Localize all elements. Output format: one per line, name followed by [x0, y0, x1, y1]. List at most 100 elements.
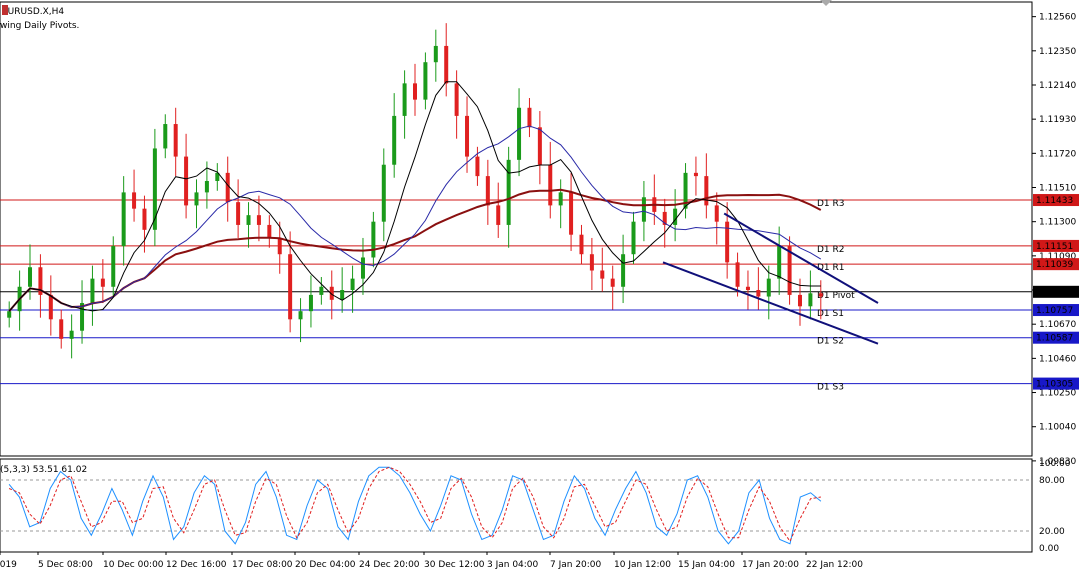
candle-body: [132, 192, 137, 209]
time-tick-label: 3 Jan 04:00: [487, 560, 539, 570]
pivot-level-label: D1 S1: [817, 309, 844, 319]
candle-body: [90, 278, 95, 304]
pivot-level-label: D1 R2: [817, 245, 845, 255]
candle-body: [745, 286, 750, 291]
time-tick-label: 17 Jan 20:00: [742, 560, 799, 570]
candle-body: [558, 192, 563, 206]
candle-body: [465, 115, 470, 157]
time-tick-label: 5 Dec 08:00: [38, 560, 93, 570]
candle-body: [621, 254, 626, 287]
candle-body: [59, 319, 64, 339]
time-tick-label: 17 Dec 08:00: [232, 560, 293, 570]
price-tick-label: 1.10040: [1039, 423, 1076, 433]
main-frame: [0, 1, 1033, 457]
candle-body: [142, 208, 147, 230]
stochastic-label: (5,3,3) 53.51 61.02: [0, 465, 87, 475]
candle-body: [506, 159, 511, 225]
candle-body: [184, 156, 189, 206]
candle-body: [714, 205, 719, 222]
candle-body: [579, 234, 584, 255]
time-tick-label: 10 Jan 12:00: [614, 560, 671, 570]
candle-body: [121, 192, 126, 247]
time-tick-label: 10 Dec 00:00: [103, 560, 164, 570]
candle-body: [444, 45, 449, 84]
candle-body: [152, 148, 157, 230]
candle-body: [80, 303, 85, 331]
time-tick-label: 12 Dec 16:00: [166, 560, 227, 570]
pivot-level-label: D1 R1: [817, 263, 845, 273]
stoch-tick-label: 0.00: [1039, 544, 1059, 554]
candle-body: [589, 254, 594, 271]
ma-fast-line: [8, 81, 821, 312]
candle-body: [735, 262, 740, 287]
time-tick-label: 22 Jan 12:00: [806, 560, 863, 570]
candle-body: [392, 115, 397, 165]
price-tick-label: 1.11510: [1039, 184, 1076, 194]
price-tick-label: 1.12560: [1039, 13, 1076, 23]
stochastic-panel[interactable]: [0, 458, 1033, 553]
candle-body: [298, 311, 303, 320]
candle-body: [787, 246, 792, 295]
candle-body: [267, 224, 272, 238]
price-badge: [1033, 194, 1079, 207]
candle-body: [485, 176, 490, 206]
candle-body: [215, 172, 220, 181]
candle-body: [673, 208, 678, 225]
candle-body: [194, 192, 199, 206]
candle-body: [631, 221, 636, 255]
price-badge-label: 1.10587: [1036, 334, 1073, 344]
price-tick-label: 1.10670: [1039, 320, 1076, 330]
candle-body: [236, 202, 241, 225]
candle-body: [725, 221, 730, 263]
ma-slow-line: [8, 188, 822, 312]
stoch-frame: [0, 458, 1033, 553]
chart-shift-icon[interactable]: [820, 0, 832, 6]
trendline: [662, 261, 879, 345]
candle-body: [423, 62, 428, 100]
pivot-level-label: D1 S2: [817, 337, 844, 347]
candle-body: [350, 278, 355, 291]
price-tick-label: 1.11930: [1039, 115, 1076, 125]
stoch-main-line: [8, 466, 822, 545]
time-tick-label: 20 Dec 04:00: [295, 560, 356, 570]
main-price-chart[interactable]: D1 R3 D1 R2 D1 R1 D1 Pivot D1 S1 D1 S2 D1 S3: [0, 1, 1033, 457]
candle-body: [454, 83, 459, 116]
candle-body: [381, 164, 386, 222]
price-badge: [1033, 285, 1079, 298]
ma-mid-line: [8, 125, 822, 312]
price-tick-label: 1.11300: [1039, 218, 1076, 228]
candle-body: [600, 270, 605, 279]
candle-body: [537, 127, 542, 165]
candle-body: [225, 172, 230, 203]
candle-body: [38, 267, 43, 295]
candle-body: [641, 197, 646, 222]
candle-body: [766, 278, 771, 297]
stoch-tick-label: 100.00: [1039, 459, 1071, 469]
candle-body: [163, 124, 168, 149]
candle-body: [433, 45, 438, 63]
time-tick-label: 7 Jan 20:00: [550, 560, 602, 570]
candle-body: [475, 156, 480, 177]
price-badge: [1033, 239, 1079, 252]
stoch-tick-label: 20.00: [1039, 527, 1065, 537]
candle-body: [69, 330, 74, 339]
candle-body: [111, 246, 116, 287]
candle-body: [277, 237, 282, 255]
candle-body: [693, 172, 698, 177]
candle-body: [319, 286, 324, 295]
pivot-level-label: D1 Pivot: [817, 291, 855, 301]
stoch-signal-line: [8, 466, 821, 543]
time-tick-label: 24 Dec 20:00: [359, 560, 420, 570]
price-tick-label: 1.12140: [1039, 81, 1076, 91]
candle-body: [662, 211, 667, 225]
candle-body: [413, 83, 417, 100]
candle-body: [569, 192, 574, 235]
price-badge-label: 1.11433: [1036, 196, 1073, 206]
candle-body: [683, 172, 688, 209]
candle-body: [818, 293, 823, 297]
price-badge-label: 1.10869: [1036, 288, 1073, 298]
candle-body: [329, 286, 334, 300]
candle-body: [246, 215, 251, 225]
